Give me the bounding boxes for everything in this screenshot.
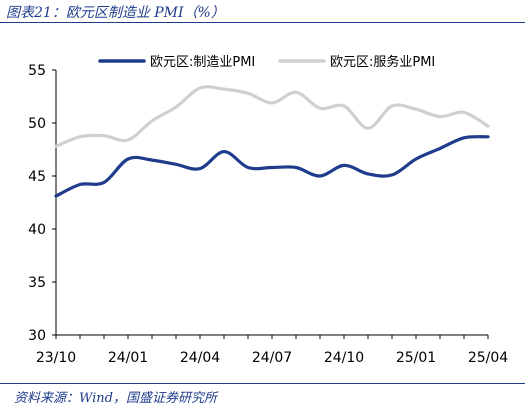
footer-rule — [0, 383, 525, 384]
x-tick-label: 25/01 — [396, 350, 436, 366]
x-tick-label: 24/04 — [180, 350, 220, 366]
y-tick-label: 40 — [28, 222, 46, 238]
series-lines — [54, 85, 490, 198]
y-tick-label: 50 — [28, 116, 46, 132]
y-tick-label: 45 — [28, 169, 46, 185]
x-tick-label: 23/10 — [36, 350, 76, 366]
series-line-services — [54, 85, 490, 148]
axes: 30 35 40 45 50 55 23/10 24/01 24/04 24/07 24/10 25/… — [28, 63, 508, 366]
y-tick-label: 30 — [28, 328, 46, 344]
legend-services-label: 欧元区:服务业PMI — [330, 54, 435, 70]
chart-title: 图表21：欧元区制造业 PMI（%） — [6, 5, 225, 21]
source-note: 资料来源：Wind，国盛证券研究所 — [14, 391, 217, 406]
x-tick-label: 24/07 — [252, 350, 292, 366]
line-chart: 30 35 40 45 50 55 23/10 24/01 24/04 24/07 24/10 25/… — [28, 54, 508, 366]
y-tick-label: 35 — [28, 275, 46, 291]
header-rule — [0, 22, 525, 23]
legend-manufacturing-label: 欧元区:制造业PMI — [150, 55, 255, 70]
x-tick-label: 24/10 — [324, 350, 364, 366]
series-line-manufacturing — [54, 135, 490, 198]
legend: 欧元区:制造业PMI 欧元区:服务业PMI — [98, 54, 435, 70]
x-tick-label: 25/04 — [468, 350, 508, 366]
x-tick-label: 24/01 — [108, 350, 148, 366]
y-tick-label: 55 — [28, 63, 46, 79]
